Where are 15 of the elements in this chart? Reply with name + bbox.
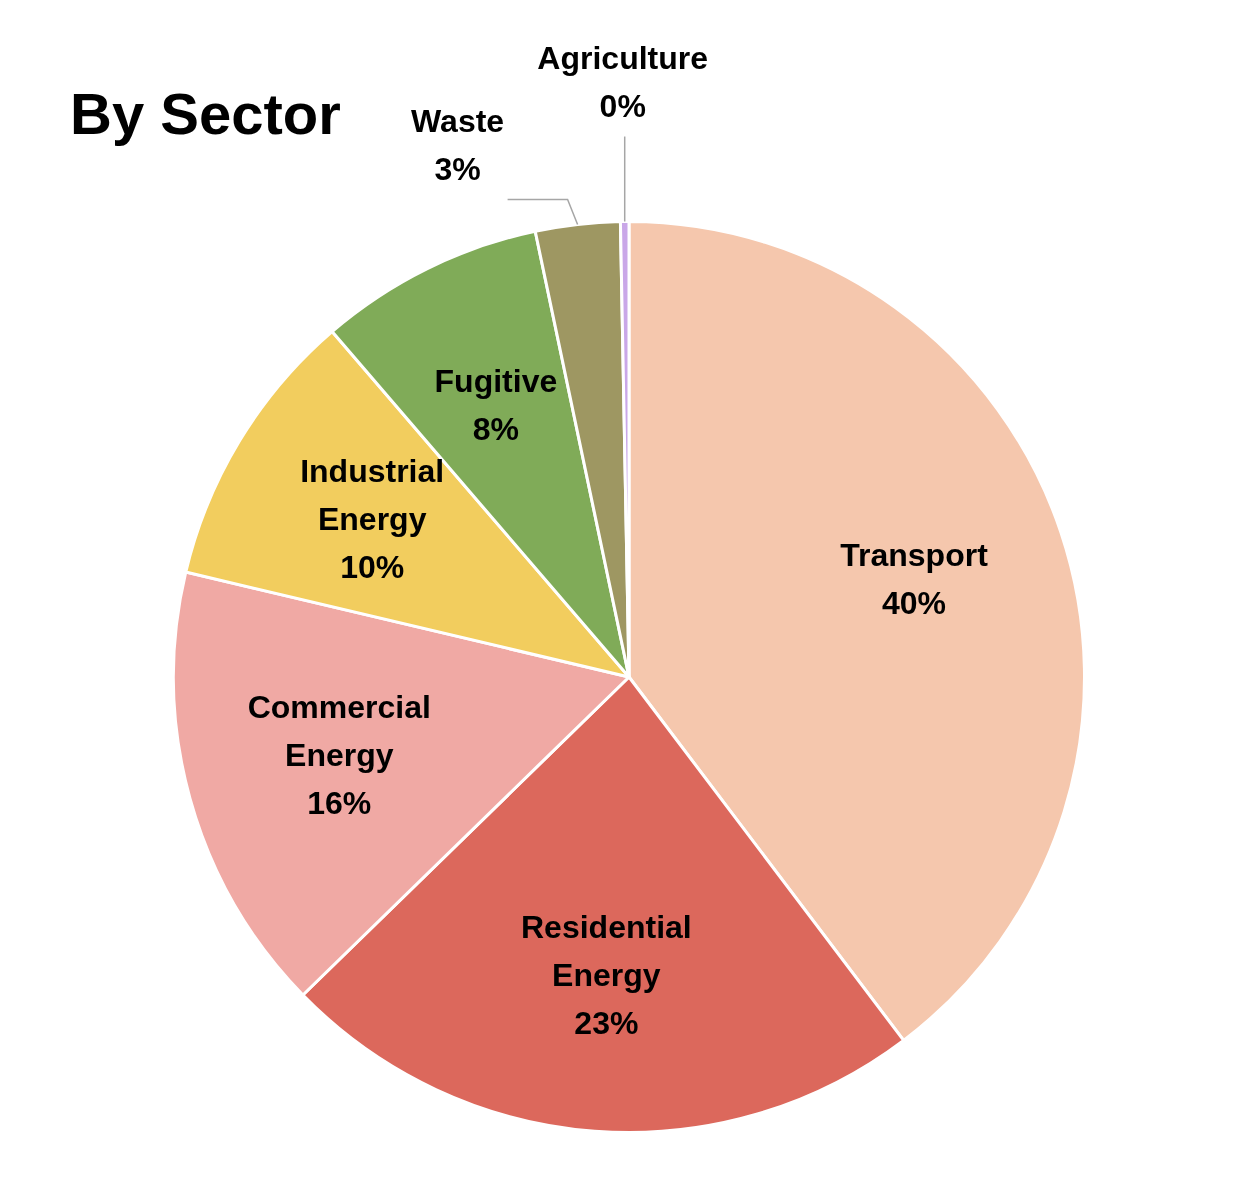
slice-label: Commercial Energy — [247, 689, 431, 774]
slice-label: Transport — [840, 537, 989, 574]
data-label: 40% — [882, 585, 947, 622]
data-label: 10% — [340, 548, 405, 585]
text: By Sector — [70, 80, 341, 147]
data-label: 16% — [307, 785, 372, 822]
data-label: 0% — [599, 88, 646, 125]
slice-label: Waste — [411, 103, 505, 140]
slice-label: Industrial Energy — [300, 452, 445, 537]
slice-label: Agriculture — [537, 40, 709, 77]
data-label: 8% — [472, 411, 520, 448]
data-label: 3% — [434, 151, 481, 188]
data-label: 23% — [574, 1004, 639, 1041]
slice-label: Residential Energy — [521, 908, 692, 993]
slice-label: Fugitive — [434, 363, 558, 400]
